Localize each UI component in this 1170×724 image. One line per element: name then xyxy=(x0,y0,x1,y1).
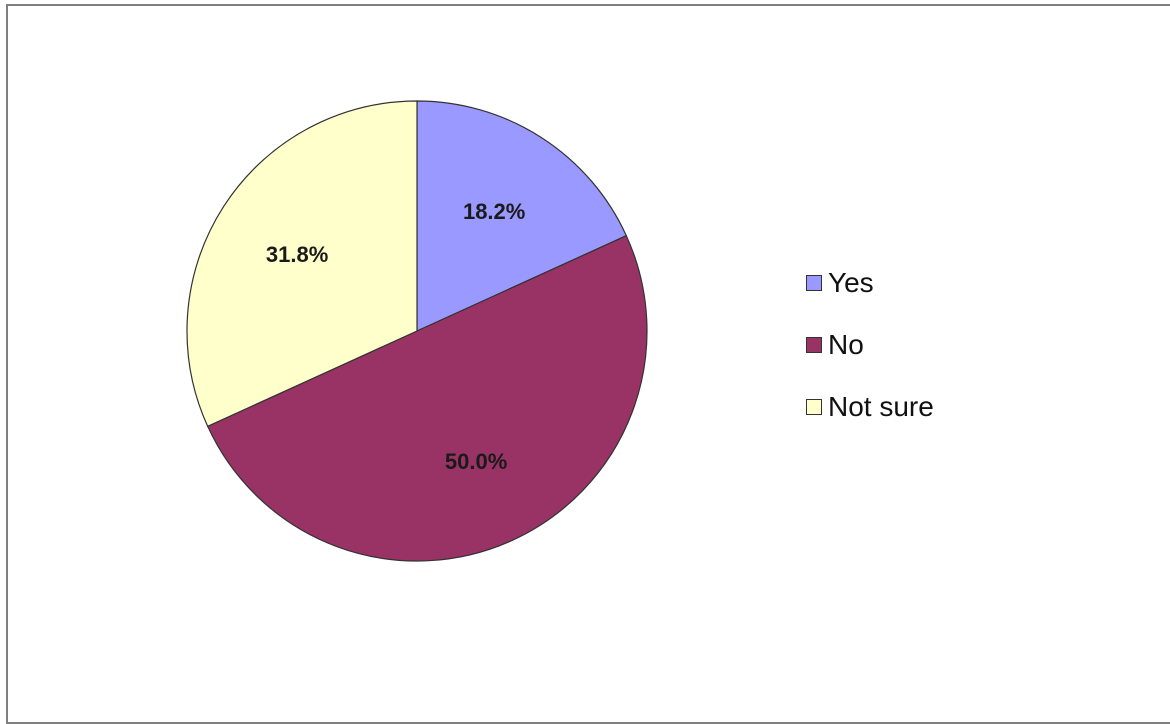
legend-label-no: No xyxy=(828,329,864,360)
slice-label-no: 50.0% xyxy=(445,449,507,474)
slice-label-yes: 18.2% xyxy=(463,199,525,224)
pie-slices xyxy=(186,100,648,562)
legend-item-not-sure: Not sure xyxy=(806,376,934,438)
legend-label-yes: Yes xyxy=(828,267,874,298)
legend-swatch-no xyxy=(806,337,822,353)
pie-chart: 18.2% 50.0% 31.8% xyxy=(186,100,648,562)
legend-swatch-not-sure xyxy=(806,399,822,415)
legend-item-no: No xyxy=(806,314,934,376)
pie-labels: 18.2% 50.0% 31.8% xyxy=(266,199,525,474)
legend-swatch-yes xyxy=(806,275,822,291)
legend-item-yes: Yes xyxy=(806,252,934,314)
legend-label-not-sure: Not sure xyxy=(828,391,934,422)
legend: Yes No Not sure xyxy=(806,252,934,438)
pie-slice-no xyxy=(206,234,648,562)
pie-slice-not-sure xyxy=(186,100,418,428)
slice-label-not-sure: 31.8% xyxy=(266,242,328,267)
pie-slice-yes xyxy=(416,100,628,332)
